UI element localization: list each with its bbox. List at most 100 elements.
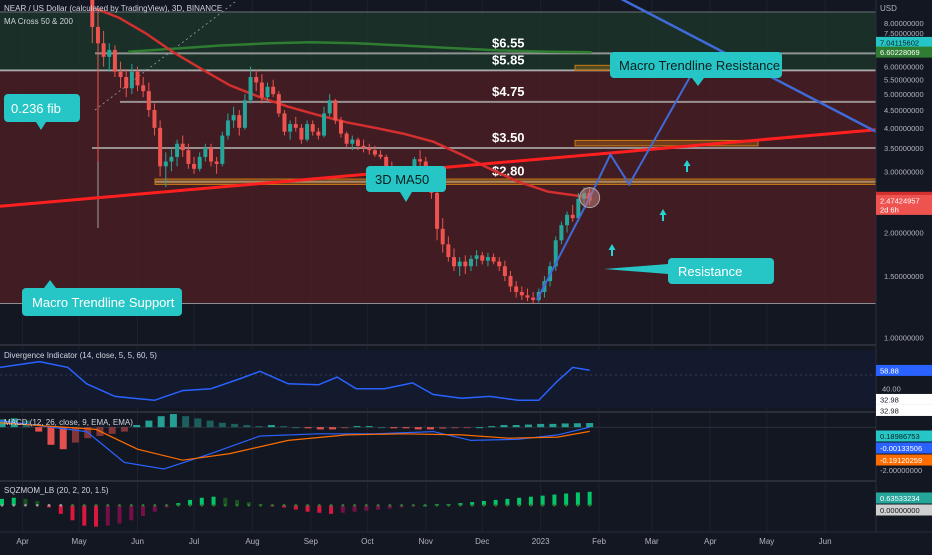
macd-bar-10 [120,427,128,432]
sqz-bar-8 [94,505,99,527]
sqz-bar-26 [305,505,310,512]
candle-body [338,120,343,134]
candle-2022-06-16 [163,152,168,188]
macro-trendline-resistance[interactable] [550,0,877,133]
sqz-dot-30 [353,503,356,507]
candle-2022-05-17 [107,43,112,72]
price-tick-2: 2.00000000 [884,229,924,238]
candle-2022-09-02 [310,120,315,136]
price-tick-3.5: 3.50000000 [884,144,924,153]
sqz-dot-7 [82,503,86,507]
candle-2022-11-25 [468,255,473,272]
macd-bar-15 [182,416,190,428]
candle-body [305,124,310,140]
callout-fib[interactable]: 0.236 fib [4,94,80,130]
sqz-dot-21 [247,503,251,507]
candle-2022-05-23 [118,61,123,89]
sqz-bar-19 [223,497,228,506]
candle-body [214,161,219,164]
candle-2022-12-01 [480,251,485,265]
candle-2023-01-15 [565,211,570,233]
candle-2022-07-31 [248,66,253,104]
sqz-dot-34 [400,503,403,507]
candle-body [112,49,117,72]
callout-support[interactable]: Macro Trendline Support [22,280,182,316]
candle-2022-08-09 [265,82,270,101]
price-label-sub: 2d 6h [880,205,899,214]
candle-2022-06-10 [152,103,157,136]
candle-body [525,295,530,298]
sqz-dot-38 [447,503,450,507]
sqz-dot-32 [376,503,380,507]
candle-body [90,0,95,27]
pane-value-labels: 58.8840.0032.9832.980.18986753-0.0013350… [876,364,932,516]
price-tick-6: 6.00000000 [884,63,924,72]
candle-2022-08-30 [305,120,310,142]
sqz-dot-15 [176,503,180,507]
macd-label-hist: 0.18986753 [876,430,932,442]
time-tick-nov: Nov [419,537,433,546]
sqz-bar-3 [35,501,40,506]
candle-2022-12-22 [519,286,524,300]
candle-body [197,156,202,169]
macd-bar-48 [586,423,594,428]
sqz-dot-23 [271,503,274,507]
candle-2022-06-13 [158,120,163,177]
candle-body [282,113,287,132]
level-label-6.55: $6.55 [492,35,525,50]
macd-bar-16 [194,418,202,428]
div-label-low-1-text: 32.98 [880,395,899,404]
candle-2023-01-18 [570,204,575,222]
candle-2022-06-28 [186,143,191,169]
sqz-dot-16 [188,503,192,507]
macd-bar-47 [573,423,581,428]
candle-2022-10-02 [367,143,372,155]
candle-body [225,120,230,136]
sqz-dot-33 [388,503,392,507]
time-axis-ticks: Apr May Jun Jul Aug Sep Oct Nov Dec 2023 Feb Mar Apr… [16,537,831,546]
sqz-bar-45 [528,496,533,506]
macd-bar-38 [463,427,471,429]
candle-2022-05-14 [101,30,106,67]
macd-line [0,420,590,470]
callout-resistance-local[interactable]: Resistance [604,258,774,284]
up-arrow-head [683,160,691,166]
candle-2022-11-28 [474,250,479,267]
macd-bar-30 [365,426,373,428]
candle-body [180,143,185,151]
candle-body [310,124,315,132]
candle-2022-11-22 [463,255,468,274]
sqz-dot-5 [59,503,63,507]
callout-ma50[interactable]: 3D MA50 [366,166,446,202]
up-arrow-head [659,209,667,215]
sqz-dot-9 [106,503,110,507]
candle-body [344,133,349,144]
candle-body [440,228,445,245]
callout-resistance-macro[interactable]: Macro Trendline Resistance [610,52,782,86]
time-axis-bg[interactable] [0,532,932,550]
candle-body [412,159,417,169]
price-label-bg [876,46,932,58]
price-label-text: 7.04115602 [880,38,919,47]
candle-2022-08-24 [293,116,298,132]
candle-body [265,86,270,98]
candle-2022-11-16 [452,248,457,272]
candle-2022-09-14 [333,98,338,125]
candle-2022-08-06 [259,74,264,104]
candle-body [203,147,208,157]
candle-body [316,131,321,136]
candle-body [418,159,423,162]
candle-2022-11-13 [446,236,451,262]
level-label-2.8: $2.80 [492,164,525,179]
candle-2022-06-04 [141,76,146,98]
candle-body [446,244,451,258]
sqz-dot-12 [141,503,145,507]
candle-2022-06-22 [175,139,180,167]
candle-body [146,91,151,111]
macd-bar-28 [341,427,349,429]
orange-box-1 [574,139,759,147]
sqz-bar-21 [246,502,251,506]
